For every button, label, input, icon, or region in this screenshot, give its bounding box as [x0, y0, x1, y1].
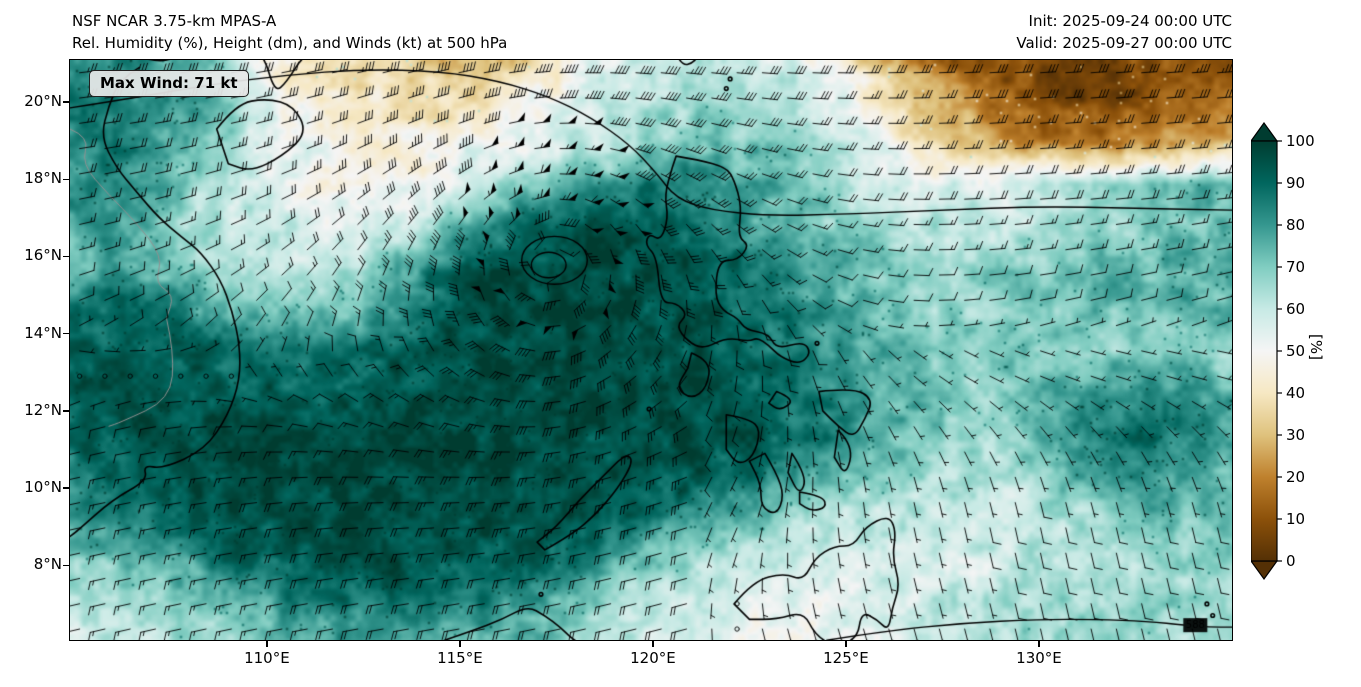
y-tick-mark: [63, 178, 70, 181]
model-title: NSF NCAR 3.75-km MPAS-A: [72, 12, 277, 30]
colorbar-tick-label: 40: [1286, 384, 1305, 402]
y-tick-label: 20°N: [24, 92, 62, 111]
colorbar-tick-label: 80: [1286, 216, 1305, 234]
y-tick-label: 16°N: [24, 246, 62, 265]
colorbar-tick-label: 90: [1286, 174, 1305, 192]
init-time: Init: 2025-09-24 00:00 UTC: [1028, 12, 1232, 30]
x-tick-mark: [845, 640, 847, 647]
y-tick-label: 18°N: [24, 169, 62, 188]
colorbar-tick-label: 30: [1286, 426, 1305, 444]
y-tick-label: 8°N: [33, 555, 62, 574]
x-tick-mark: [652, 640, 654, 647]
x-tick-mark: [266, 640, 268, 647]
y-tick-mark: [63, 255, 70, 258]
y-tick-mark: [63, 101, 70, 103]
y-tick-mark: [63, 332, 70, 335]
max-wind-badge: Max Wind: 71 kt: [89, 70, 249, 97]
x-tick-mark: [459, 640, 461, 647]
colorbar-extend-arrow: [1251, 122, 1279, 142]
valid-time: Valid: 2025-09-27 00:00 UTC: [1016, 34, 1232, 52]
x-tick-label: 125°E: [823, 649, 869, 667]
colorbar-tick-label: 50: [1286, 342, 1305, 360]
x-tick-label: 110°E: [244, 649, 290, 667]
colorbar-tick-label: 70: [1286, 258, 1305, 276]
colorbar-unit-label: [%]: [1306, 334, 1325, 360]
colorbar: 0 10 20 30 40 50 60 70 80 90 100: [1251, 122, 1315, 581]
colorbar-tick-label: 60: [1286, 300, 1305, 318]
y-tick-mark: [63, 564, 70, 567]
map-canvas: [70, 60, 1232, 640]
colorbar-extend-arrow: [1251, 560, 1279, 581]
colorbar-tick-label: 0: [1286, 552, 1296, 570]
colorbar-tick-label: 20: [1286, 468, 1305, 486]
colorbar-tick-label: 100: [1286, 132, 1315, 150]
y-tick-mark: [63, 487, 70, 489]
y-tick-label: 12°N: [24, 400, 62, 419]
y-tick-mark: [63, 410, 70, 412]
x-tick-label: 130°E: [1016, 649, 1062, 667]
x-tick-mark: [1038, 640, 1040, 647]
colorbar-gradient: [1251, 140, 1278, 562]
x-tick-label: 115°E: [437, 649, 483, 667]
map-frame: Max Wind: 71 kt: [69, 59, 1233, 641]
chart-subtitle: Rel. Humidity (%), Height (dm), and Wind…: [72, 34, 508, 52]
y-tick-label: 10°N: [24, 478, 62, 497]
y-tick-label: 14°N: [24, 323, 62, 342]
colorbar-tick-label: 10: [1286, 510, 1305, 528]
header-right: Init: 2025-09-24 00:00 UTC Valid: 2025-0…: [1016, 10, 1232, 54]
x-tick-label: 120°E: [630, 649, 676, 667]
header-left: NSF NCAR 3.75-km MPAS-A Rel. Humidity (%…: [72, 10, 507, 54]
